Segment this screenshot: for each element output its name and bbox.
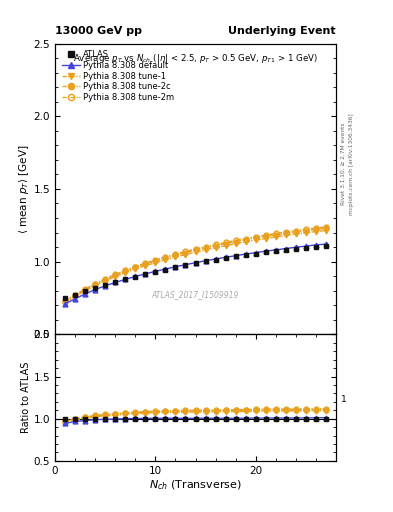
Text: ATLAS_2017_I1509919: ATLAS_2017_I1509919 xyxy=(152,290,239,300)
Text: 1: 1 xyxy=(341,395,347,404)
Text: mcplots.cern.ch [arXiv:1306.3436]: mcplots.cern.ch [arXiv:1306.3436] xyxy=(349,113,354,215)
X-axis label: $N_{ch}$ (Transverse): $N_{ch}$ (Transverse) xyxy=(149,478,242,492)
Text: Rivet 3.1.10, ≥ 2.7M events: Rivet 3.1.10, ≥ 2.7M events xyxy=(341,122,346,205)
Legend: ATLAS, Pythia 8.308 default, Pythia 8.308 tune-1, Pythia 8.308 tune-2c, Pythia 8: ATLAS, Pythia 8.308 default, Pythia 8.30… xyxy=(59,48,177,104)
Y-axis label: Ratio to ATLAS: Ratio to ATLAS xyxy=(21,362,31,433)
Text: Underlying Event: Underlying Event xyxy=(228,26,336,36)
Text: 13000 GeV pp: 13000 GeV pp xyxy=(55,26,142,36)
Text: Average $p_T$ vs $N_{ch}$ ($|\eta|$ < 2.5, $p_T$ > 0.5 GeV, $p_{T1}$ > 1 GeV): Average $p_T$ vs $N_{ch}$ ($|\eta|$ < 2.… xyxy=(73,52,318,65)
Y-axis label: $\langle$ mean $p_T\rangle$ [GeV]: $\langle$ mean $p_T\rangle$ [GeV] xyxy=(17,144,31,233)
